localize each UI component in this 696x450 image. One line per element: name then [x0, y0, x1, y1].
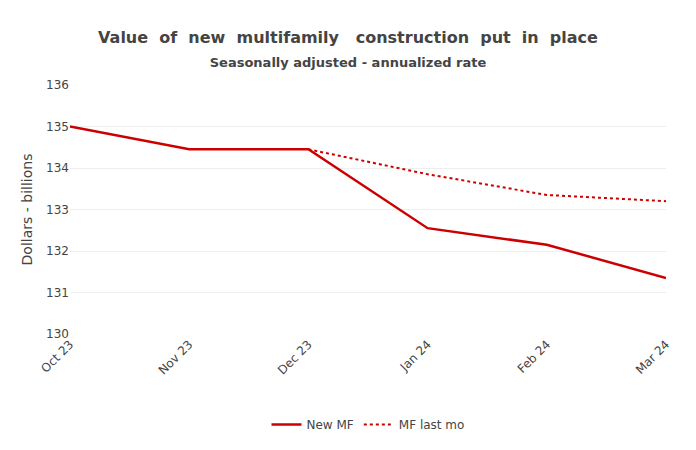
svg-text:136: 136: [46, 78, 69, 92]
svg-text:Oct 23: Oct 23: [38, 337, 76, 375]
svg-text:132: 132: [46, 244, 69, 258]
svg-text:Dollars - billions: Dollars - billions: [19, 154, 35, 266]
svg-text:Seasonally adjusted - annualiz: Seasonally adjusted - annualized rate: [210, 55, 487, 70]
svg-text:MF last mo: MF last mo: [399, 418, 465, 432]
svg-text:Mar 24: Mar 24: [633, 337, 672, 376]
svg-text:Jan 24: Jan 24: [397, 337, 434, 374]
svg-text:134: 134: [46, 161, 69, 175]
svg-text:135: 135: [46, 120, 69, 134]
svg-text:Value of new multifamily: Value of new multifamily construction pu…: [98, 28, 598, 47]
svg-text:Nov 23: Nov 23: [156, 337, 196, 377]
svg-text:131: 131: [46, 286, 69, 300]
svg-text:130: 130: [46, 327, 69, 341]
svg-text:Feb 24: Feb 24: [515, 337, 553, 375]
svg-text:New MF: New MF: [307, 418, 354, 432]
svg-text:133: 133: [46, 203, 69, 217]
svg-text:Dec 23: Dec 23: [275, 337, 315, 377]
